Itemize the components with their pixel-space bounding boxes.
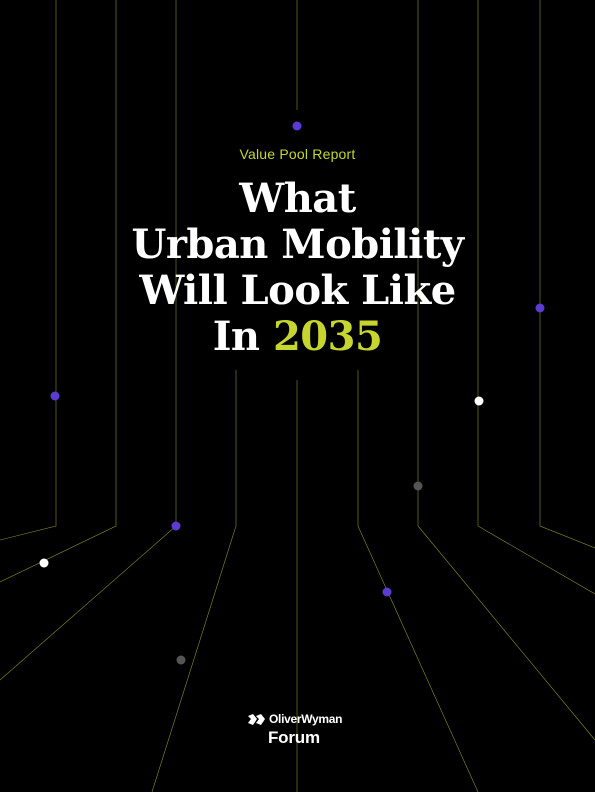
title-year: 2035 xyxy=(272,313,383,360)
guide-line xyxy=(417,0,595,741)
purple-dot xyxy=(382,587,392,597)
purple-dot xyxy=(50,391,60,401)
brand-name: OliverWyman xyxy=(269,712,343,726)
gray-dot xyxy=(176,655,186,665)
guide-line xyxy=(477,0,595,595)
report-type-label: Value Pool Report xyxy=(239,146,356,162)
title-line-2: Urban Mobility xyxy=(131,221,464,268)
guide-line xyxy=(151,370,237,792)
title-line-3: Will Look Like xyxy=(139,267,456,314)
guide-line xyxy=(0,0,57,541)
brand-sub: Forum xyxy=(268,728,320,747)
title-line-4: In 2035 xyxy=(0,314,595,360)
white-dot xyxy=(39,558,49,568)
purple-dot xyxy=(535,303,545,313)
purple-dot xyxy=(171,521,181,531)
guide-line xyxy=(357,370,479,792)
guide-line xyxy=(539,0,595,549)
publisher-logo: OliverWyman Forum xyxy=(248,712,342,748)
guide-line xyxy=(0,0,117,583)
report-title: What Urban Mobility Will Look Like In 20… xyxy=(0,176,595,360)
oliver-wyman-mark-icon xyxy=(248,713,265,725)
purple-dot xyxy=(292,121,302,131)
title-line-4-prefix: In xyxy=(212,313,260,360)
gray-dot xyxy=(413,481,423,491)
title-line-1: What xyxy=(239,175,356,222)
white-dot xyxy=(474,396,484,406)
